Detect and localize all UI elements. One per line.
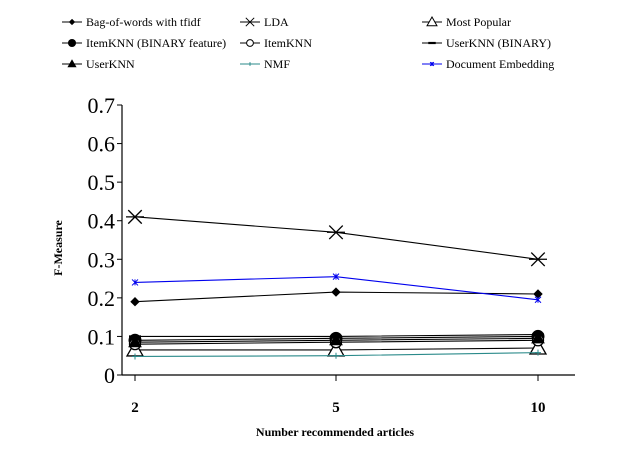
legend-marker (68, 18, 76, 26)
legend-marker (67, 59, 77, 68)
legend-label: Document Embedding (446, 57, 554, 71)
y-tick-label: 0 (104, 363, 115, 388)
data-point (331, 287, 341, 297)
data-point (333, 352, 339, 359)
legend-item-nmf: NMF (240, 57, 290, 71)
series-nmf (132, 349, 541, 360)
y-tick-label: 0.3 (88, 247, 116, 272)
x-tick-label: 10 (531, 400, 546, 416)
legend-item-most-popular: Most Popular (422, 15, 511, 29)
legend-label: Bag-of-words with tfidf (86, 15, 201, 29)
legend-label: ItemKNN (BINARY feature) (86, 36, 226, 50)
legend-item-lda: LDA (240, 15, 289, 29)
legend-marker (426, 16, 438, 27)
legend-label: UserKNN (86, 57, 135, 71)
legend-label: ItemKNN (264, 36, 312, 50)
data-point (327, 225, 345, 240)
y-tick-label: 0.2 (88, 286, 116, 311)
legend-label: Most Popular (446, 15, 511, 29)
legend-item-bag-of-words-with-tfidf: Bag-of-words with tfidf (62, 15, 201, 29)
legend-marker (248, 62, 252, 66)
legend-label: LDA (264, 15, 289, 29)
data-point (329, 333, 343, 346)
data-point (131, 279, 139, 286)
legend-marker (246, 39, 254, 47)
series-line (134, 216, 539, 260)
data-point (534, 296, 542, 304)
x-tick-label: 2 (131, 400, 139, 416)
y-tick-label: 0.7 (88, 93, 116, 118)
y-axis-title: F-Measure (51, 219, 65, 275)
legend-item-document-embedding: Document Embedding (422, 57, 554, 71)
legend-item-itemknn: ItemKNN (240, 36, 312, 50)
series-group (125, 209, 548, 360)
legend-item-userknn: UserKNN (62, 57, 135, 71)
legend-label: UserKNN (BINARY) (446, 36, 551, 50)
x-axis-ticks: 2 5 10 (131, 375, 546, 416)
y-tick-label: 0.1 (88, 324, 116, 349)
data-point (128, 335, 142, 348)
legend-item-itemknn-binary-feature: ItemKNN (BINARY feature) (62, 36, 226, 50)
data-point (132, 353, 138, 360)
y-tick-label: 0.6 (88, 132, 116, 157)
series-lda (126, 209, 547, 267)
x-tick-label: 5 (332, 400, 340, 416)
data-point (535, 349, 541, 356)
data-point (531, 331, 545, 344)
series-userknn (128, 331, 545, 348)
y-tick-label: 0.4 (88, 209, 116, 234)
y-tick-label: 0.5 (88, 170, 116, 195)
data-point (529, 252, 547, 267)
legend-marker (429, 61, 435, 67)
data-point (332, 273, 340, 280)
series-bag-of-words-with-tfidf (130, 287, 543, 307)
legend-marker (244, 17, 256, 27)
data-point (126, 209, 144, 225)
legend-item-userknn-binary: UserKNN (BINARY) (422, 36, 551, 50)
legend-marker (67, 38, 77, 48)
y-axis-ticks: 0 0.1 0.2 0.3 0.4 0.5 0.6 0.7 (88, 93, 122, 388)
data-point (130, 297, 140, 307)
x-axis-title: Number recommended articles (256, 425, 415, 439)
legend-label: NMF (264, 57, 290, 71)
legend: Bag-of-words with tfidf LDA Most Popular It… (62, 15, 554, 71)
plot-area: 0 0.1 0.2 0.3 0.4 0.5 0.6 0.7 2 5 10 (88, 93, 575, 416)
series-document-embedding (131, 273, 542, 304)
